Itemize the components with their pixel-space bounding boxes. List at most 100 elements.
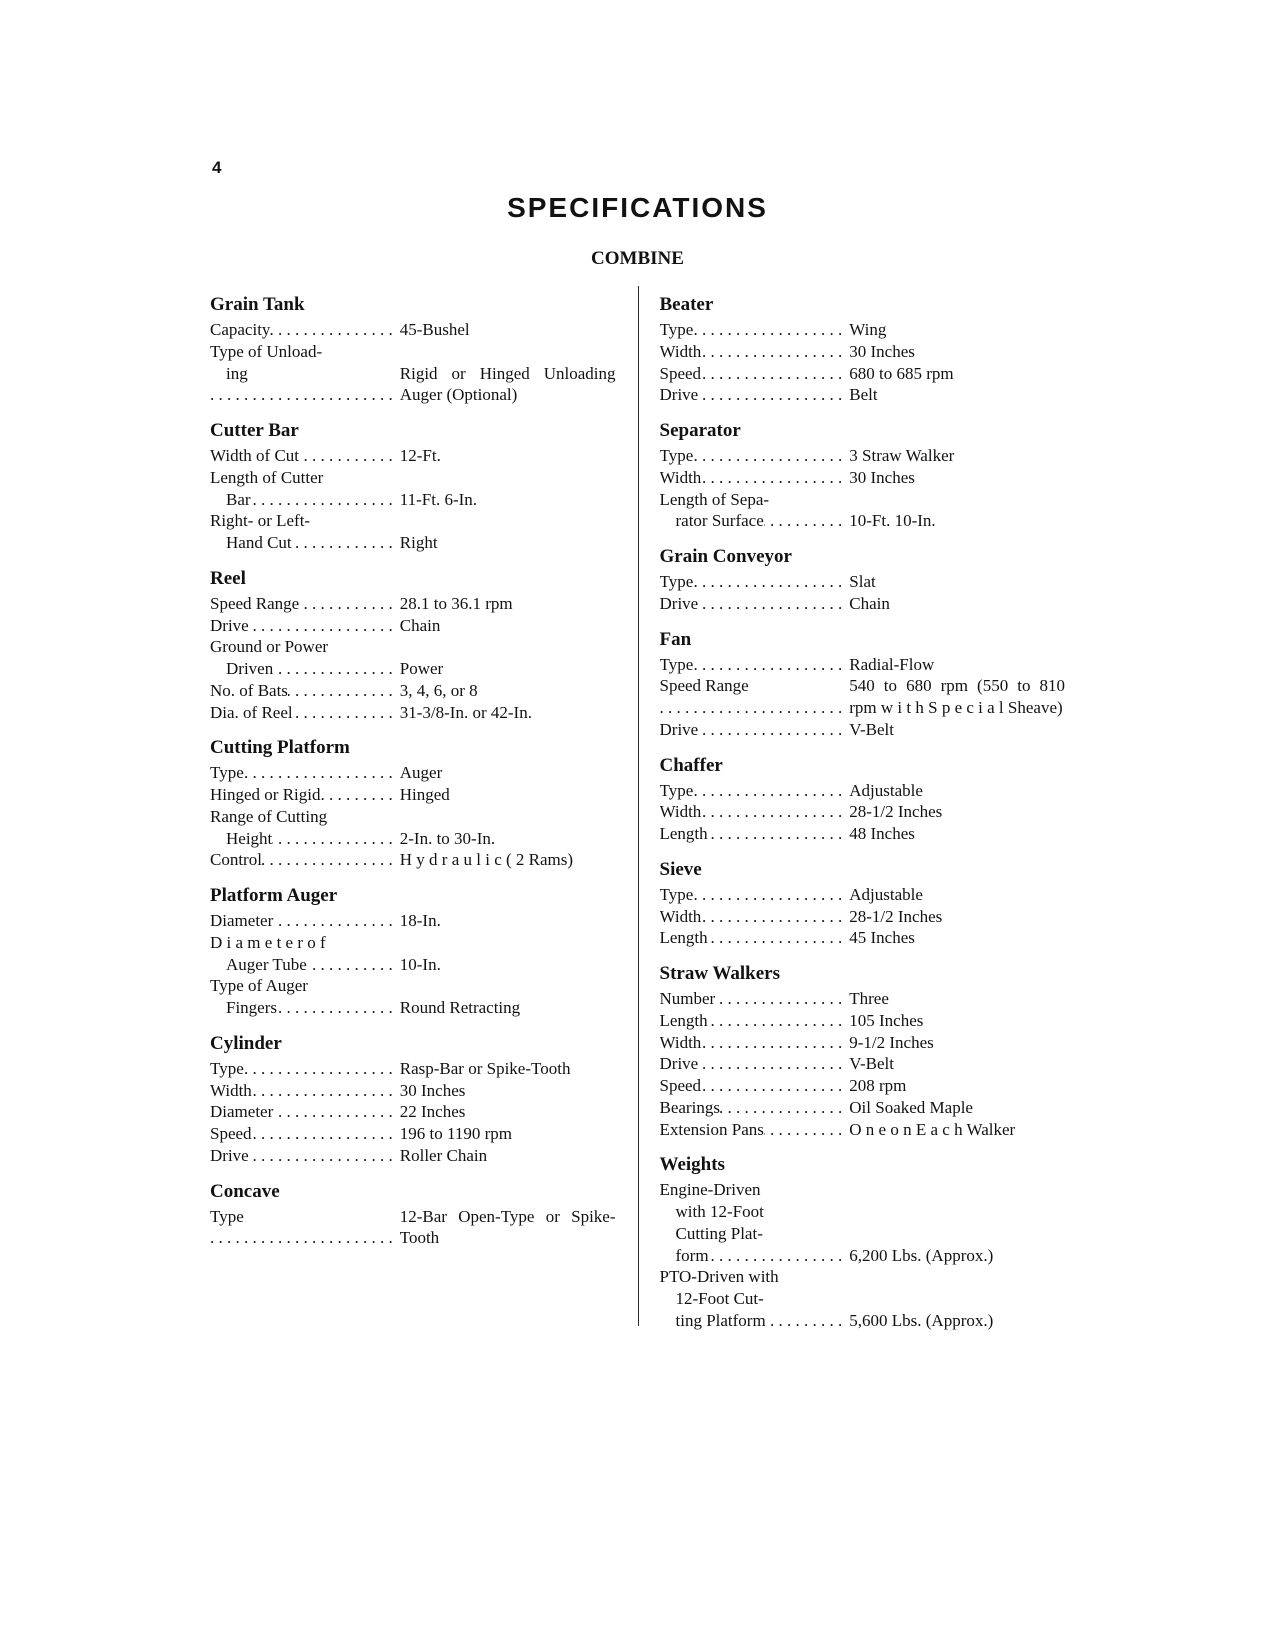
spec-label: Fingers (210, 997, 394, 1019)
spec-label: Extension Pans (660, 1119, 844, 1141)
spec-label-text: Speed Range (660, 676, 749, 695)
spec-row: Drive V-Belt (660, 1053, 1066, 1075)
spec-label: Drive (660, 384, 844, 406)
spec-label: Speed Range (210, 593, 394, 615)
spec-value: Chain (843, 593, 1065, 615)
spec-label: Hinged or Rigid (210, 784, 394, 806)
spec-value: 105 Inches (843, 1010, 1065, 1032)
spec-label-text: Width of Cut (210, 446, 299, 465)
spec-value: 11-Ft. 6-In. (394, 489, 616, 511)
spec-row: Right- or Left- (210, 510, 616, 532)
spec-label: Width (660, 906, 844, 928)
section-heading: Beater (660, 294, 1066, 316)
spec-row: 12-Foot Cut- (660, 1288, 1066, 1310)
spec-label-text: Engine-Driven (660, 1180, 761, 1199)
spec-value: 30 Inches (394, 1080, 616, 1102)
spec-label: Speed (210, 1123, 394, 1145)
spec-label: D i a m e t e r o f (210, 932, 394, 954)
spec-row: Hinged or Rigid Hinged (210, 784, 616, 806)
spec-label-text: Type (660, 655, 694, 674)
spec-label: Drive (660, 719, 844, 741)
spec-label: rator Surface (660, 510, 844, 532)
section-heading: Weights (660, 1154, 1066, 1176)
spec-label: Ground or Power (210, 636, 394, 658)
section-heading: Fan (660, 629, 1066, 651)
spec-label: Type of Auger (210, 975, 394, 997)
spec-row: DriveChain (660, 593, 1066, 615)
spec-value: 10-In. (394, 954, 616, 976)
spec-label: 12-Foot Cut- (660, 1288, 844, 1310)
spec-row: Bar11-Ft. 6-In. (210, 489, 616, 511)
spec-label-text: Drive (210, 616, 249, 635)
spec-label-text: Length (660, 1011, 708, 1030)
spec-label-text: Type (660, 320, 694, 339)
spec-label-text: Type (660, 885, 694, 904)
spec-label-text: Drive (660, 1054, 699, 1073)
spec-label: Length (660, 823, 844, 845)
spec-label-text: Drive (210, 1146, 249, 1165)
spec-label: Width (660, 467, 844, 489)
spec-value: Wing (843, 319, 1065, 341)
spec-row: DriveChain (210, 615, 616, 637)
spec-value: Rasp-Bar or Spike-Tooth (394, 1058, 616, 1080)
spec-label-text: 12-Foot Cut- (660, 1289, 764, 1308)
spec-row: Type Wing (660, 319, 1066, 341)
spec-value: 18-In. (394, 910, 616, 932)
spec-label: Right- or Left- (210, 510, 394, 532)
spec-value: 208 rpm (843, 1075, 1065, 1097)
spec-row: TypeSlat (660, 571, 1066, 593)
spec-row: Height2-In. to 30-In. (210, 828, 616, 850)
spec-value: Right (394, 532, 616, 554)
spec-label: Type (210, 1206, 394, 1250)
spec-row: Capacity45-Bushel (210, 319, 616, 341)
spec-label-text: Type (660, 446, 694, 465)
spec-value (843, 489, 1065, 511)
spec-label-text: Type (210, 1059, 244, 1078)
spec-value: Radial-Flow (843, 654, 1065, 676)
spec-value (843, 1201, 1065, 1223)
spec-value: V-Belt (843, 1053, 1065, 1075)
spec-label: Type (660, 571, 844, 593)
spec-label: Type (660, 445, 844, 467)
spec-row: Width30 Inches (660, 467, 1066, 489)
spec-label-text: Hinged or Rigid (210, 785, 321, 804)
spec-label: Width (210, 1080, 394, 1102)
spec-value: 3 Straw Walker (843, 445, 1065, 467)
spec-label: Auger Tube (210, 954, 394, 976)
spec-row: Dia. of Reel31-3/8-In. or 42-In. (210, 702, 616, 724)
spec-label-text: Type (660, 572, 694, 591)
spec-value: 30 Inches (843, 467, 1065, 489)
spec-row: Engine-Driven (660, 1179, 1066, 1201)
spec-value (843, 1179, 1065, 1201)
spec-row: Speed196 to 1190 rpm (210, 1123, 616, 1145)
spec-value (394, 510, 616, 532)
spec-label: Engine-Driven (660, 1179, 844, 1201)
spec-label: No. of Bats (210, 680, 394, 702)
spec-row: form6,200 Lbs. (Approx.) (660, 1245, 1066, 1267)
spec-label-text: Ground or Power (210, 637, 328, 656)
column-left: Grain TankCapacity45-BushelType of Unloa… (210, 280, 638, 1332)
spec-label: Type (660, 319, 844, 341)
spec-value: Round Retracting (394, 997, 616, 1019)
spec-value: V-Belt (843, 719, 1065, 741)
spec-label: Type (210, 762, 394, 784)
spec-value (394, 636, 616, 658)
spec-label: ting Platform (660, 1310, 844, 1332)
spec-value (394, 975, 616, 997)
section-heading: Concave (210, 1181, 616, 1203)
spec-label-text: Width (660, 802, 702, 821)
spec-row: TypeAdjustable (660, 780, 1066, 802)
spec-value: 680 to 685 rpm (843, 363, 1065, 385)
spec-value: Hinged (394, 784, 616, 806)
spec-label: Width (660, 801, 844, 823)
spec-row: DriveRoller Chain (210, 1145, 616, 1167)
spec-row: Ground or Power (210, 636, 616, 658)
spec-value: 22 Inches (394, 1101, 616, 1123)
spec-row: Diameter22 Inches (210, 1101, 616, 1123)
spec-value: 3, 4, 6, or 8 (394, 680, 616, 702)
spec-label-text: Drive (660, 720, 699, 739)
spec-label-text: ing (210, 364, 248, 383)
spec-label-text: Width (660, 342, 702, 361)
spec-row: Width30 Inches (660, 341, 1066, 363)
section-heading: Grain Tank (210, 294, 616, 316)
